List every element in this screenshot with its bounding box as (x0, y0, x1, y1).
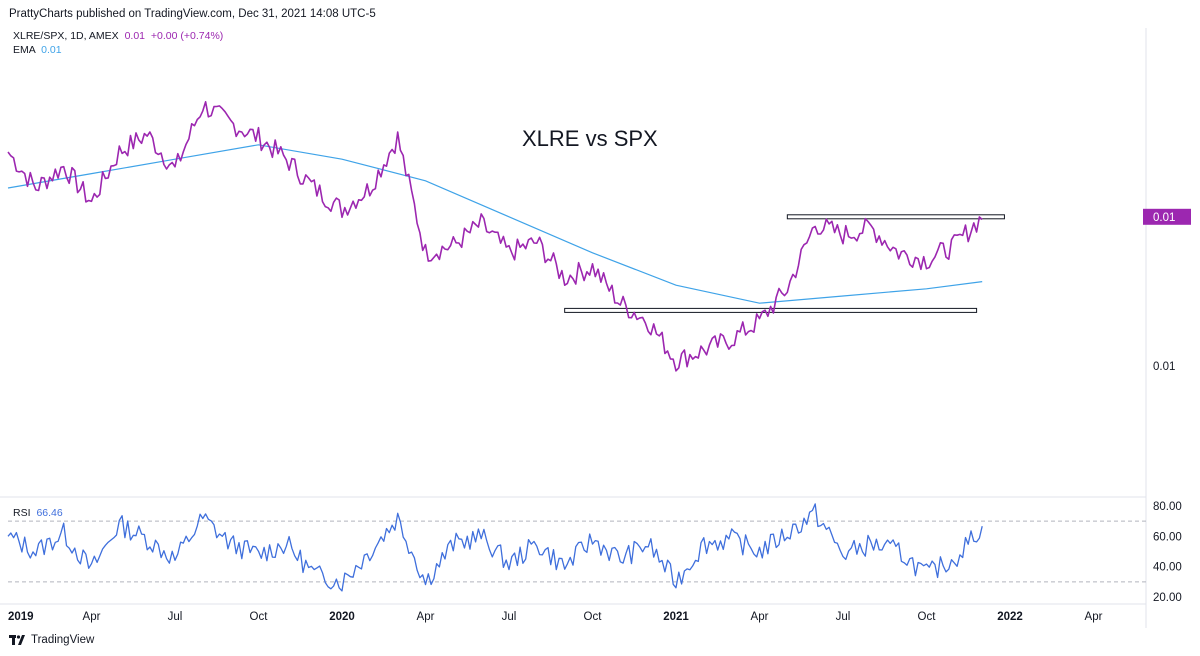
main-legend: XLRE/SPX, 1D, AMEX 0.01 +0.00 (+0.74%) (13, 30, 223, 42)
chart-title: XLRE vs SPX (522, 126, 658, 151)
x-tick-label: 2021 (663, 611, 689, 623)
ema-label[interactable]: EMA (13, 44, 36, 56)
rsi-value: 66.46 (36, 507, 63, 519)
last-value-badge-text: 0.01 (1153, 212, 1175, 224)
price-line (7, 101, 983, 372)
rsi-label[interactable]: RSI (13, 507, 31, 519)
support-resistance-band[interactable] (786, 214, 1005, 220)
x-tick-label: Apr (751, 611, 769, 623)
x-tick-label: Oct (918, 611, 937, 623)
x-axis-ticks: 2019 Apr Jul Oct 2020 Apr Jul Oct 2021 Apr Jul Oct 2… (8, 611, 1103, 623)
rsi-grid (8, 520, 1146, 583)
tradingview-logo-icon (9, 635, 25, 645)
last-value: 0.01 (124, 30, 145, 42)
rsi-scale-label: 80.00 (1153, 501, 1182, 513)
x-tick-label: 2019 (8, 611, 34, 623)
rsi-line (7, 503, 983, 592)
rsi-series (7, 503, 983, 592)
symbol-label[interactable]: XLRE/SPX, 1D, AMEX (13, 30, 119, 42)
x-tick-label: Jul (502, 611, 517, 623)
footer-brand[interactable]: TradingView (9, 634, 94, 646)
ema-line (7, 144, 983, 304)
rsi-scale-label: 40.00 (1153, 562, 1182, 574)
x-tick-label: Apr (417, 611, 435, 623)
rsi-legend: RSI 66.46 (13, 507, 63, 519)
price-scale: 0.01 0.01 (1143, 208, 1191, 373)
ema-legend: EMA 0.01 (13, 44, 62, 56)
price-series (7, 101, 1005, 372)
x-tick-label: Jul (168, 611, 183, 623)
ema-value: 0.01 (41, 44, 62, 56)
x-tick-label: Oct (584, 611, 603, 623)
rsi-scale-label: 20.00 (1153, 592, 1182, 604)
price-scale-label: 0.01 (1153, 361, 1175, 373)
x-tick-label: 2020 (329, 611, 355, 623)
change-value: +0.00 (+0.74%) (150, 30, 224, 42)
rsi-scale: 80.00 60.00 40.00 20.00 (1153, 501, 1182, 604)
published-header: PrattyCharts published on TradingView.co… (9, 8, 376, 20)
rsi-scale-label: 60.00 (1153, 531, 1182, 543)
x-tick-label: Jul (836, 611, 851, 623)
last-value-badge (1143, 208, 1191, 225)
x-tick-label: Oct (250, 611, 269, 623)
x-tick-label: 2022 (997, 611, 1023, 623)
x-tick-label: Apr (83, 611, 101, 623)
x-tick-label: Apr (1085, 611, 1103, 623)
footer-brand-label: TradingView (31, 634, 95, 646)
